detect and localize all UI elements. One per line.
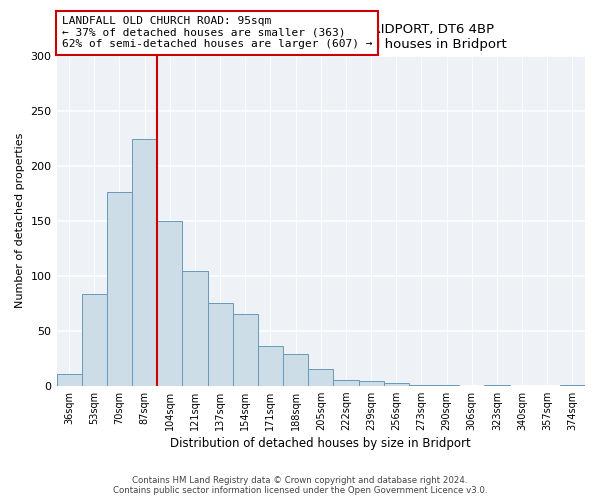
Bar bbox=[56, 374, 82, 386]
Bar bbox=[283, 354, 308, 386]
Bar bbox=[107, 192, 132, 386]
Text: Contains HM Land Registry data © Crown copyright and database right 2024.
Contai: Contains HM Land Registry data © Crown c… bbox=[113, 476, 487, 495]
Y-axis label: Number of detached properties: Number of detached properties bbox=[15, 133, 25, 308]
Bar bbox=[434, 384, 459, 386]
Bar bbox=[359, 382, 383, 386]
Bar bbox=[308, 369, 334, 386]
Bar bbox=[208, 303, 233, 386]
X-axis label: Distribution of detached houses by size in Bridport: Distribution of detached houses by size … bbox=[170, 437, 471, 450]
Text: LANDFALL OLD CHURCH ROAD: 95sqm
← 37% of detached houses are smaller (363)
62% o: LANDFALL OLD CHURCH ROAD: 95sqm ← 37% of… bbox=[62, 16, 373, 50]
Bar bbox=[484, 384, 509, 386]
Bar bbox=[334, 380, 359, 386]
Bar bbox=[560, 384, 585, 386]
Bar bbox=[383, 384, 409, 386]
Bar bbox=[258, 346, 283, 386]
Bar bbox=[157, 221, 182, 386]
Bar bbox=[233, 314, 258, 386]
Bar bbox=[182, 272, 208, 386]
Bar bbox=[132, 140, 157, 386]
Bar bbox=[409, 384, 434, 386]
Bar bbox=[82, 294, 107, 386]
Title: LANDFALL, OLD CHURCH ROAD, BRIDPORT, DT6 4BP
Size of property relative to detach: LANDFALL, OLD CHURCH ROAD, BRIDPORT, DT6… bbox=[135, 22, 506, 50]
